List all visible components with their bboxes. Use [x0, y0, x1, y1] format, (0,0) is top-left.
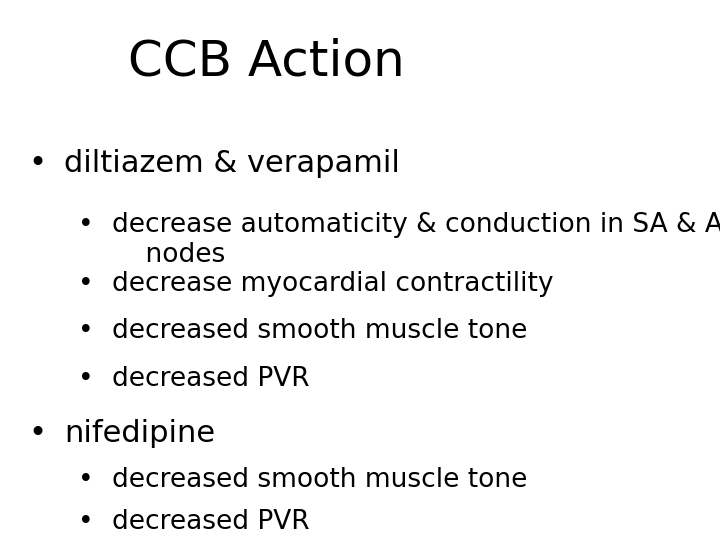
Text: •: • [78, 467, 93, 493]
Text: decreased PVR: decreased PVR [112, 509, 310, 535]
Text: •: • [78, 212, 93, 238]
Text: •: • [28, 148, 46, 178]
Text: decrease automaticity & conduction in SA & AV
    nodes: decrease automaticity & conduction in SA… [112, 212, 720, 268]
Text: decreased PVR: decreased PVR [112, 366, 310, 392]
Text: decrease myocardial contractility: decrease myocardial contractility [112, 271, 554, 296]
Text: CCB Action: CCB Action [128, 37, 405, 85]
Text: nifedipine: nifedipine [64, 419, 215, 448]
Text: •: • [78, 271, 93, 296]
Text: •: • [78, 509, 93, 535]
Text: •: • [78, 366, 93, 392]
Text: decreased smooth muscle tone: decreased smooth muscle tone [112, 319, 528, 345]
Text: diltiazem & verapamil: diltiazem & verapamil [64, 148, 400, 178]
Text: decreased smooth muscle tone: decreased smooth muscle tone [112, 467, 528, 493]
Text: •: • [28, 419, 46, 448]
Text: •: • [78, 319, 93, 345]
